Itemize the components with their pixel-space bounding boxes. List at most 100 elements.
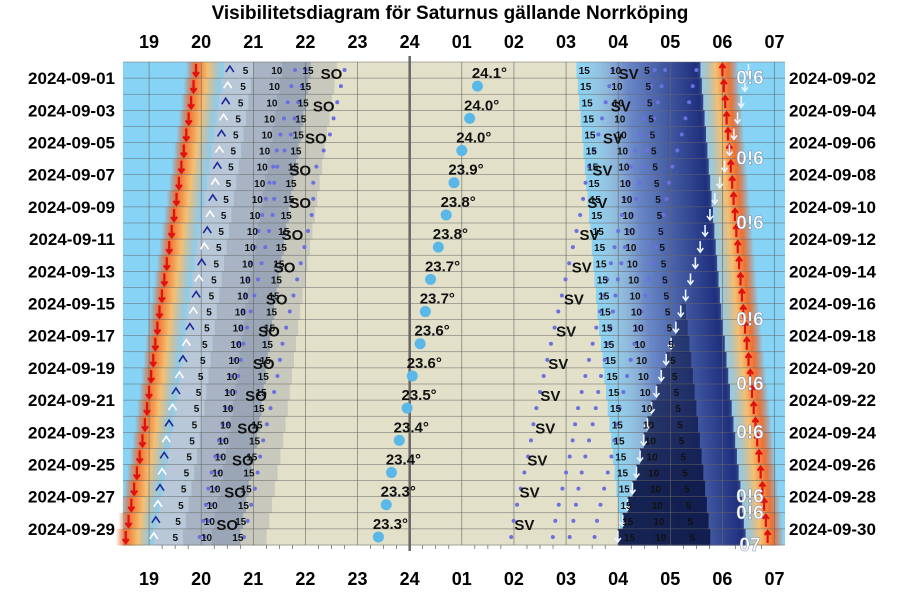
- twilight-label: 10: [624, 227, 636, 238]
- sunset-glow: [168, 174, 209, 192]
- hour-label-bottom: 02: [504, 569, 524, 589]
- twilight-label: 5: [658, 227, 664, 238]
- moonrise-arrow: [159, 451, 169, 459]
- moonset-arrow: [632, 466, 641, 479]
- moonrise-arrow: [174, 370, 185, 379]
- altitude-dot: [615, 277, 620, 282]
- twilight-label: 5: [661, 259, 667, 270]
- altitude-dot: [659, 84, 664, 89]
- twilight-label: 5: [200, 356, 206, 367]
- twilight-label: 10: [610, 66, 622, 77]
- morning-twilight-band: [584, 158, 709, 176]
- twilight-label: 15: [290, 147, 302, 158]
- hour-label-bottom: 21: [243, 569, 263, 589]
- sunset-glow: [141, 367, 182, 385]
- evening-twilight-band: [179, 367, 209, 385]
- twilight-label: 5: [670, 356, 676, 367]
- altitude-dot: [309, 212, 314, 217]
- twilight-label: 15: [271, 275, 283, 286]
- twilight-label: 15: [584, 130, 596, 141]
- altitude-dot: [567, 534, 572, 539]
- altitude-dot: [267, 180, 272, 185]
- altitude-dot: [252, 486, 257, 491]
- moonrise-arrow: [216, 129, 227, 137]
- altitude-dot: [299, 84, 304, 89]
- transit-dot: [440, 209, 452, 221]
- altitude-dot: [245, 277, 250, 282]
- twilight-label: 15: [603, 340, 615, 351]
- moonset-arrow: [711, 192, 719, 206]
- altitude-dot: [202, 534, 207, 539]
- hour-label-top: 01: [452, 32, 472, 52]
- night-band: [272, 496, 619, 514]
- twilight-label: 10: [640, 388, 652, 399]
- evening-twilight-band: [162, 480, 192, 498]
- sunset-arrow: [167, 225, 176, 239]
- sunrise-arrow: [735, 255, 744, 270]
- moonrise-arrow: [157, 467, 167, 475]
- hour-label-bottom: 07: [765, 569, 785, 589]
- twilight-label: 10: [647, 452, 659, 463]
- night-band: [317, 190, 588, 208]
- sunset-glow: [151, 287, 192, 305]
- altitude-dot: [538, 390, 543, 395]
- transit-dot: [471, 80, 483, 92]
- moonless-dark-band: [647, 416, 699, 433]
- twilight-label: 10: [623, 211, 635, 222]
- altitude-dot: [232, 357, 237, 362]
- altitude-dot: [548, 341, 553, 346]
- sunset-arrow: [130, 482, 138, 497]
- altitude-dot: [252, 293, 257, 298]
- sunrise-glow: [739, 512, 782, 530]
- evening-twilight-band: [300, 126, 330, 144]
- altitude-dot: [272, 180, 277, 185]
- morning-twilight-band: [599, 319, 724, 337]
- moon-phase-label: 0!6: [736, 310, 763, 331]
- twilight-label: 10: [620, 179, 632, 190]
- altitude-dot: [655, 100, 660, 105]
- so-marker: SO: [305, 130, 327, 147]
- evening-twilight-band: [243, 319, 273, 337]
- altitude-dot: [261, 438, 266, 443]
- night-band: [305, 271, 595, 288]
- evening-twilight-band: [240, 528, 270, 546]
- night-band: [309, 239, 592, 256]
- twilight-label: 10: [618, 163, 630, 174]
- sunset-glow: [136, 400, 177, 417]
- altitude-dot: [206, 518, 211, 523]
- twilight-label: 5: [235, 114, 241, 125]
- twilight-label: 15: [298, 98, 310, 109]
- moonrise-arrow: [171, 386, 181, 395]
- altitude-dot: [619, 212, 624, 217]
- moonset-arrow: [716, 176, 724, 190]
- altitude-dot: [210, 502, 215, 507]
- morning-twilight-band: [593, 255, 718, 272]
- twilight-label: 5: [184, 469, 190, 480]
- evening-twilight-band: [305, 94, 335, 111]
- evening-twilight-band: [164, 464, 195, 482]
- so-marker: SO: [289, 195, 311, 212]
- evening-twilight-band: [232, 400, 262, 417]
- evening-twilight-band: [254, 448, 284, 466]
- twilight-label: 10: [638, 372, 650, 383]
- twilight-label: 5: [657, 211, 663, 222]
- altitude-dot: [602, 486, 607, 491]
- sunrise-arrow: [751, 416, 760, 431]
- twilight-label: 5: [209, 291, 215, 302]
- evening-twilight-band: [206, 174, 237, 192]
- altitude-dot: [571, 518, 576, 523]
- twilight-label: 10: [224, 388, 236, 399]
- moonless-dark-band: [617, 528, 711, 546]
- evening-twilight-band: [279, 78, 309, 95]
- altitude-dot: [601, 293, 606, 298]
- evening-twilight-band: [202, 416, 231, 433]
- altitude-dot: [331, 116, 336, 121]
- evening-twilight-band: [183, 528, 212, 546]
- so-marker: SO: [232, 452, 254, 469]
- sunset-glow: [147, 319, 188, 337]
- sunset-glow: [159, 239, 200, 256]
- sunset-arrow: [184, 112, 193, 127]
- altitude-dot: [641, 164, 646, 169]
- twilight-label: 5: [655, 195, 661, 206]
